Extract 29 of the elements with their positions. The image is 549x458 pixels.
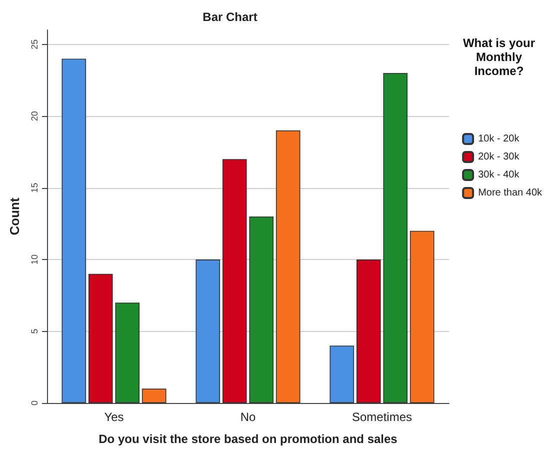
legend-label: 20k - 30k — [478, 152, 520, 162]
bar — [410, 230, 434, 403]
bar — [196, 260, 220, 403]
bar — [115, 302, 140, 403]
bar — [249, 216, 274, 403]
bar — [222, 159, 247, 403]
y-tick-label: 5 — [30, 328, 40, 334]
legend-title: What is your Monthly Income? — [462, 36, 536, 78]
legend-label: 30k - 40k — [478, 170, 520, 180]
bar — [62, 58, 86, 403]
x-tick-label: Yes — [104, 410, 124, 424]
chart-title: Bar Chart — [202, 10, 258, 24]
bar — [88, 274, 113, 403]
legend-label: More than 40k — [478, 188, 543, 198]
y-tick-label: 15 — [30, 182, 40, 193]
y-axis-title: Count — [7, 197, 22, 236]
x-tick-label: Sometimes — [352, 410, 412, 424]
y-tick-label: 20 — [30, 111, 40, 122]
bar — [142, 388, 166, 403]
x-tick-label: No — [240, 410, 256, 424]
y-tick-label: 0 — [30, 400, 40, 406]
y-tick-label: 25 — [30, 39, 40, 50]
legend-label: 10k - 20k — [478, 134, 520, 144]
x-axis-title: Do you visit the store based on promotion and sales — [98, 432, 398, 446]
bar — [276, 130, 300, 403]
y-tick-label: 10 — [30, 254, 40, 265]
bar — [356, 260, 381, 403]
bar — [383, 73, 408, 403]
bar — [330, 346, 354, 403]
